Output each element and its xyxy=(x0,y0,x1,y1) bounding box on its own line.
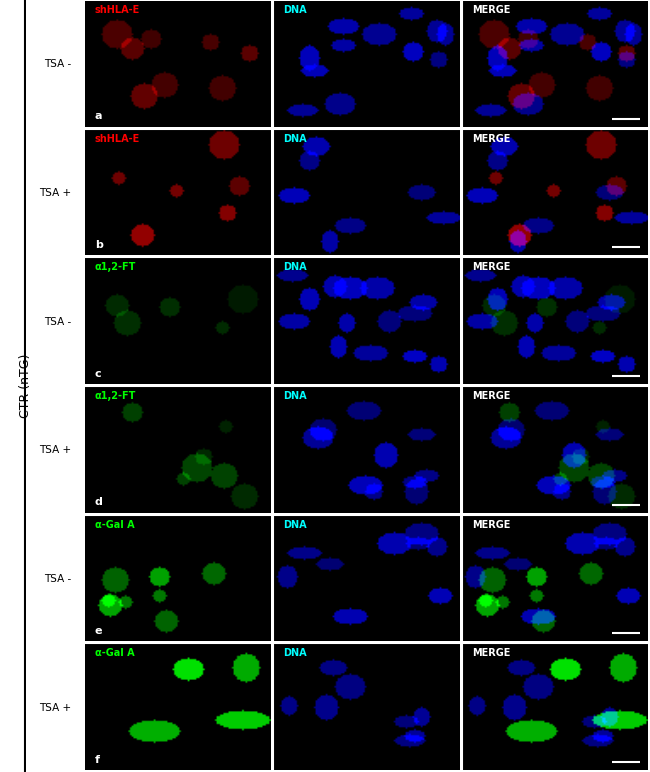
Text: DNA: DNA xyxy=(283,262,307,273)
Text: α-Gal A: α-Gal A xyxy=(95,520,135,530)
Text: DNA: DNA xyxy=(283,5,307,15)
Text: shHLA-E: shHLA-E xyxy=(95,5,140,15)
Text: TSA -: TSA - xyxy=(44,317,72,327)
Text: MERGE: MERGE xyxy=(472,391,510,401)
Text: TSA -: TSA - xyxy=(44,574,72,584)
Text: shHLA-E: shHLA-E xyxy=(95,134,140,144)
Text: CTR (nTG): CTR (nTG) xyxy=(20,354,32,418)
Text: a: a xyxy=(95,111,102,121)
Text: α1,2-FT: α1,2-FT xyxy=(95,391,136,401)
Text: f: f xyxy=(95,754,100,764)
Text: TSA +: TSA + xyxy=(40,703,72,713)
Text: c: c xyxy=(95,368,101,378)
Text: TSA +: TSA + xyxy=(40,445,72,455)
Text: e: e xyxy=(95,626,102,636)
Text: α-Gal A: α-Gal A xyxy=(95,648,135,659)
Text: MERGE: MERGE xyxy=(472,262,510,273)
Text: MERGE: MERGE xyxy=(472,134,510,144)
Text: TSA +: TSA + xyxy=(40,188,72,198)
Text: α1,2-FT: α1,2-FT xyxy=(95,262,136,273)
Text: MERGE: MERGE xyxy=(472,5,510,15)
Text: TSA -: TSA - xyxy=(44,59,72,69)
Text: DNA: DNA xyxy=(283,648,307,659)
Text: DNA: DNA xyxy=(283,134,307,144)
Text: d: d xyxy=(95,497,103,507)
Text: DNA: DNA xyxy=(283,391,307,401)
Text: MERGE: MERGE xyxy=(472,648,510,659)
Text: MERGE: MERGE xyxy=(472,520,510,530)
Text: DNA: DNA xyxy=(283,520,307,530)
Text: b: b xyxy=(95,240,103,250)
